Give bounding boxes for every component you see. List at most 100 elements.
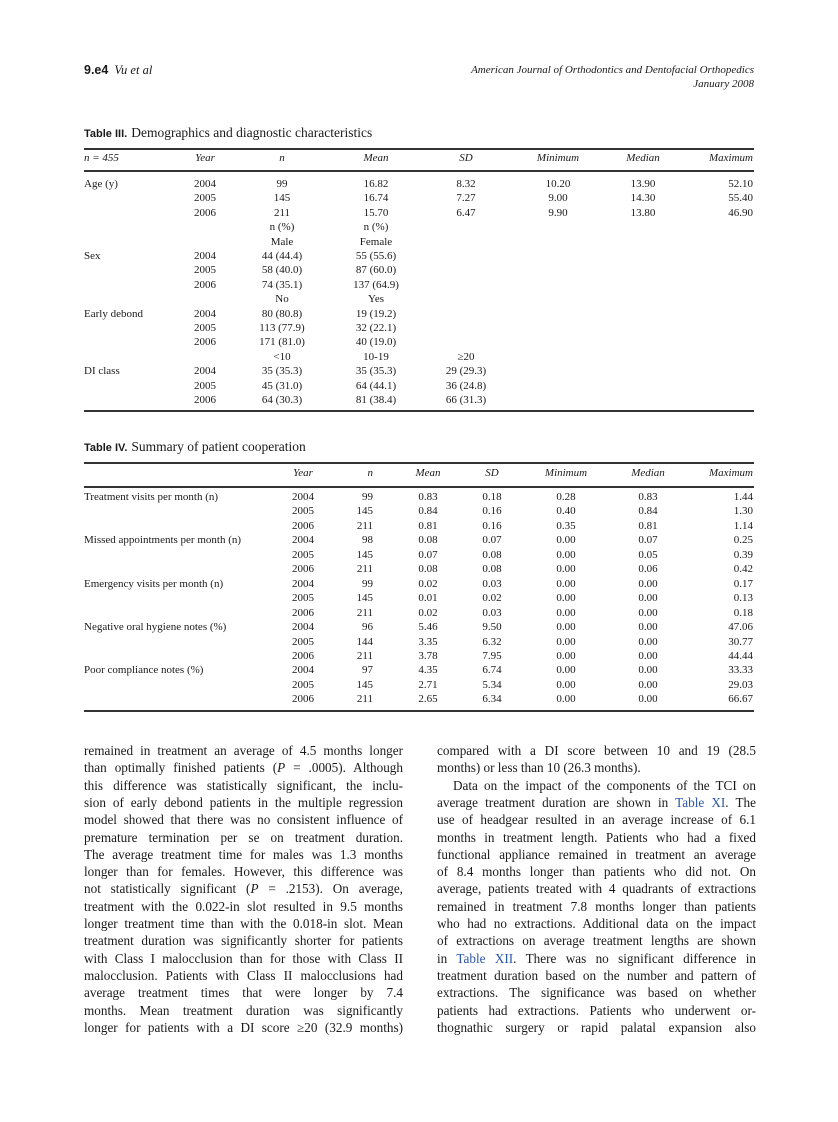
text-segment: Data on the impact of the components of … [453, 777, 756, 793]
text-line: thognathic surgery or rapid palatal expa… [437, 1019, 756, 1036]
text-line: Data on the impact of the components of … [453, 777, 756, 794]
table-cell: 145 [273, 192, 291, 205]
text-segment: average treatment duration are shown in [437, 794, 676, 810]
table-cell: 0.00 [638, 592, 658, 605]
text-line: months) or less than 10 (26.3 months). [437, 759, 756, 776]
table-cell: 2004 [292, 491, 314, 503]
table-cell: 0.00 [556, 577, 576, 590]
table-reference-link[interactable]: Table XII [456, 950, 514, 966]
table-cell: 32 (22.1) [355, 322, 397, 334]
table-cell: 2005 [194, 322, 216, 334]
table-cell: 0.07 [638, 534, 658, 547]
table-cell: 0.18 [733, 606, 753, 619]
text-segment: The average treatment time for males was… [84, 846, 403, 862]
text-segment: average, patients treated with 4 quadran… [437, 881, 756, 897]
table-cell: 2006 [194, 394, 216, 406]
table-cell: 0.16 [482, 505, 502, 518]
text-segment: premature termination per se on treatmen… [84, 829, 403, 845]
table-cell: 16.82 [363, 178, 389, 190]
text-line: this difference was statistically signif… [84, 777, 403, 794]
table-cell: 2006 [194, 206, 216, 219]
column-header: n = 455 [84, 152, 119, 164]
table-cell: 0.02 [418, 606, 438, 619]
table-cell: 2006 [292, 693, 314, 706]
table-cell: n (%) [269, 221, 295, 234]
table-cell: 98 [362, 534, 373, 547]
table-cell: 2004 [292, 534, 314, 547]
table-cell: <10 [273, 350, 291, 363]
table-cell: 0.02 [482, 592, 502, 605]
table-cell: 0.01 [418, 592, 438, 605]
table-cell: 9.00 [548, 192, 568, 205]
table-cell: 0.00 [556, 649, 576, 662]
text-line: who had no extractions. Additional data … [437, 915, 756, 932]
table3-label: Table III. [84, 128, 128, 140]
table-cell: 2006 [194, 336, 216, 349]
table-cell: 2004 [292, 577, 314, 590]
table-rule [84, 410, 754, 412]
text-line: premature termination per se on treatmen… [84, 829, 403, 846]
table-cell: 0.25 [733, 534, 753, 547]
table-cell: 7.27 [456, 192, 476, 205]
table-cell: 0.03 [482, 606, 502, 619]
table-cell: 0.08 [482, 548, 502, 561]
table-cell: 44 (44.4) [261, 250, 303, 262]
text-line: The average treatment time for males was… [84, 846, 403, 863]
table-cell: 0.42 [733, 563, 753, 576]
table-cell: 0.28 [556, 491, 576, 503]
text-segment: extractions. The significance was based … [437, 985, 756, 1001]
text-segment: who had no extractions. Additional data … [437, 916, 756, 931]
table-cell: 46.90 [728, 206, 753, 219]
column-header: Median [626, 152, 660, 164]
table-cell: n (%) [363, 221, 389, 234]
body-column-left: remained in treatment an average of 4.5 … [84, 742, 403, 1042]
table-cell: 16.74 [363, 192, 389, 205]
table-cell: 0.35 [556, 519, 576, 532]
text-line: longer than for females. However, this d… [84, 863, 403, 880]
table-cell: ≥20 [457, 350, 475, 363]
text-line: longer for patients with a DI score ≥20 … [84, 1019, 403, 1036]
table-cell: 0.02 [418, 577, 438, 590]
table-cell: 211 [356, 563, 373, 576]
text-segment: treatment with the 0.022-in slot resulte… [84, 898, 403, 914]
column-header: Maximum [709, 152, 753, 164]
text-line: malocclusion. Patients with Class II mal… [84, 967, 403, 984]
table-cell: 211 [356, 649, 373, 662]
table-cell: 1.44 [733, 491, 753, 503]
text-segment: not statistically significant ( [84, 881, 251, 897]
table-cell: 145 [356, 678, 374, 691]
column-header: Mean [363, 152, 389, 164]
table-cell: 0.00 [556, 635, 576, 648]
table-cell: Male [270, 235, 294, 248]
table-cell: 0.08 [418, 563, 438, 576]
table-cell: 96 [362, 621, 373, 634]
row-label: Sex [84, 250, 101, 262]
row-label: Treatment visits per month (n) [84, 491, 219, 503]
text-segment: in [437, 950, 457, 966]
table-cell: 0.00 [556, 678, 576, 691]
row-label: Negative oral hygiene notes (%) [84, 621, 227, 634]
table-rule [84, 710, 754, 712]
table-cell: 2004 [194, 307, 216, 320]
table4-title: Summary of patient cooperation [131, 439, 306, 454]
table-cell: 19 (19.2) [355, 307, 397, 320]
table-cell: 0.00 [638, 649, 658, 662]
text-line: with Class I malocclusion than for those… [84, 950, 403, 967]
table-reference-link[interactable]: Table XI [675, 794, 726, 810]
table-cell: 113 (77.9) [259, 322, 305, 334]
column-header: Maximum [709, 467, 753, 479]
table-cell: 2006 [194, 278, 216, 291]
text-line: extractions. The significance was based … [437, 984, 756, 1001]
table-cell: 171 (81.0) [259, 336, 305, 349]
table-cell: 30.77 [728, 635, 753, 648]
column-header: SD [459, 152, 473, 164]
table-cell: 0.08 [418, 534, 438, 547]
table-cell: 0.39 [733, 548, 753, 561]
table-cell: 0.18 [482, 491, 502, 503]
text-segment: remained in treatment an average of 4.5 … [84, 743, 403, 758]
italic-variable: P [250, 881, 259, 897]
text-line: than optimally finished patients (P = .0… [84, 759, 403, 776]
table-cell: 6.74 [482, 664, 502, 677]
table-cell: 36 (24.8) [445, 379, 487, 392]
text-segment: longer for patients with a DI score ≥20 … [84, 1019, 403, 1035]
